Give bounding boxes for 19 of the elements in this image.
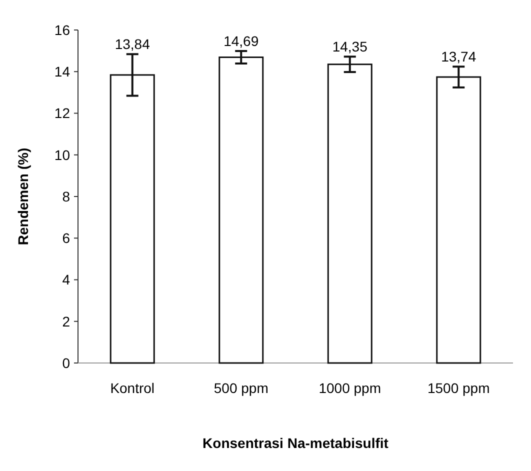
data-label: 13,84 [114, 36, 150, 52]
y-tick-label: 0 [62, 354, 70, 371]
y-tick-label: 2 [62, 313, 70, 330]
y-tick-label: 10 [54, 146, 70, 163]
y-tick-label: 16 [54, 22, 70, 38]
y-axis-title: Rendemen (%) [15, 148, 31, 246]
y-tick-label: 4 [62, 272, 70, 288]
y-tick-label: 8 [62, 188, 70, 204]
data-label: 13,74 [441, 48, 476, 65]
x-axis-title: Konsentrasi Na-metabisulfit [202, 435, 389, 451]
x-tick-label: 1500 ppm [427, 380, 490, 396]
data-label: 14,35 [332, 38, 368, 55]
x-tick-label: 500 ppm [214, 380, 268, 396]
x-tick-label: 1000 ppm [318, 380, 382, 396]
y-tick-label: 14 [54, 64, 70, 80]
y-tick-label: 6 [62, 230, 70, 246]
y-tick-label: 12 [54, 105, 70, 122]
x-tick-label: Kontrol [110, 380, 155, 396]
data-label: 14,69 [224, 33, 259, 50]
